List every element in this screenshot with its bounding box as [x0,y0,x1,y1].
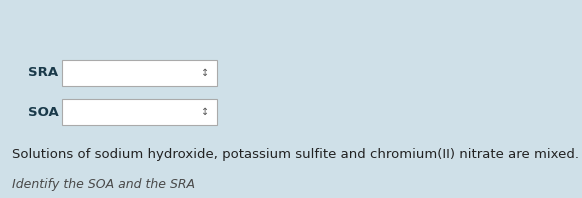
Text: SRA: SRA [28,67,58,80]
Text: ↕: ↕ [201,68,209,78]
Bar [62,60,217,86]
Text: Identify the SOA and the SRA: Identify the SOA and the SRA [12,178,195,191]
Text: SOA: SOA [28,106,59,118]
Text: ↕: ↕ [201,107,209,117]
Text: Solutions of sodium hydroxide, potassium sulfite and chromium(II) nitrate are mi: Solutions of sodium hydroxide, potassium… [12,148,579,161]
Bar [62,99,217,125]
